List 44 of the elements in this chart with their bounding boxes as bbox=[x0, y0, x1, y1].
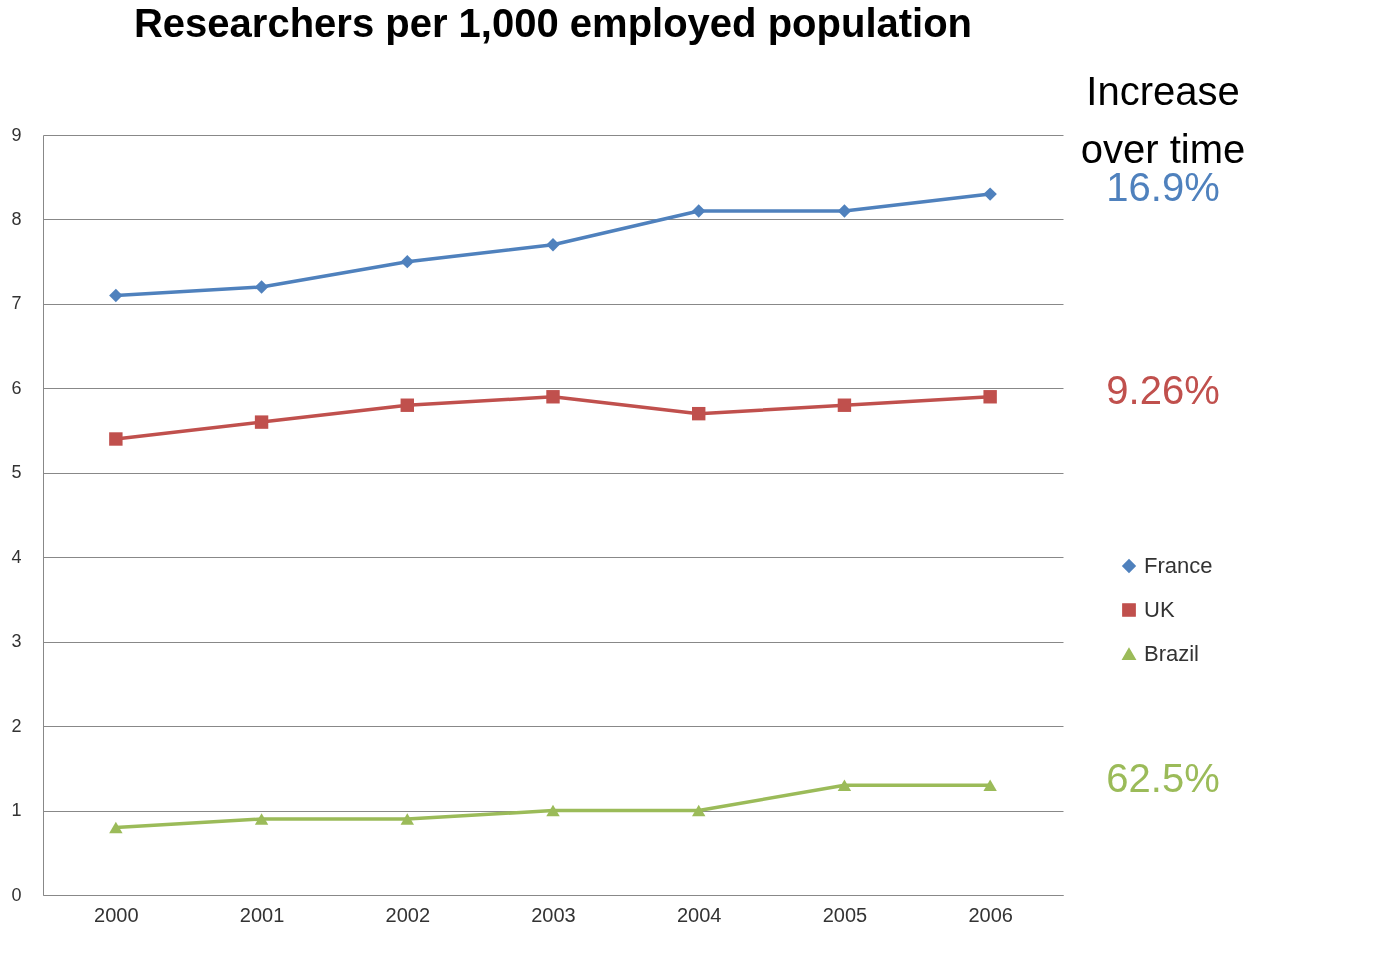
point bbox=[837, 779, 852, 792]
point bbox=[983, 390, 997, 404]
text: 9.26% bbox=[1106, 367, 1220, 412]
point bbox=[400, 398, 414, 412]
y-tick-label: 0 bbox=[11, 884, 22, 905]
y-tick-label: 6 bbox=[11, 377, 22, 398]
point bbox=[109, 432, 123, 446]
point bbox=[109, 288, 123, 303]
point bbox=[546, 804, 560, 817]
y-tick-label: 3 bbox=[11, 631, 22, 652]
point bbox=[837, 398, 852, 412]
point bbox=[254, 415, 269, 429]
point bbox=[109, 821, 123, 834]
y-tick-label: 4 bbox=[11, 546, 22, 567]
y-tick-label: 8 bbox=[11, 208, 22, 229]
point bbox=[983, 187, 997, 201]
x-tick-label: 2000 bbox=[94, 903, 139, 926]
y-tick-label: 2 bbox=[11, 715, 22, 736]
point bbox=[983, 779, 997, 792]
x-tick-label: 2002 bbox=[385, 903, 431, 926]
x-tick-label: 2003 bbox=[531, 903, 576, 926]
legend-label: France bbox=[1144, 553, 1213, 578]
point bbox=[546, 238, 560, 252]
point bbox=[692, 804, 706, 817]
point bbox=[837, 204, 852, 218]
x-tick-label: 2005 bbox=[822, 903, 868, 926]
text: 62.5% bbox=[1106, 756, 1220, 801]
point bbox=[400, 254, 414, 269]
legend-label: Brazil bbox=[1144, 641, 1200, 666]
x-tick-label: 2004 bbox=[676, 903, 722, 926]
point bbox=[254, 280, 269, 294]
point bbox=[254, 813, 269, 825]
y-tick-label: 5 bbox=[11, 462, 22, 483]
point bbox=[546, 390, 560, 404]
y-tick-label: 9 bbox=[11, 124, 22, 145]
y-tick-label: 7 bbox=[11, 293, 22, 314]
chart-title: Researchers per 1,000 employed population bbox=[133, 1, 973, 45]
point bbox=[692, 406, 706, 421]
point bbox=[692, 204, 706, 218]
x-tick-label: 2006 bbox=[968, 903, 1013, 926]
y-tick-label: 1 bbox=[11, 800, 22, 821]
point bbox=[400, 813, 414, 825]
x-tick-label: 2001 bbox=[239, 903, 285, 926]
legend-label: UK bbox=[1144, 597, 1175, 622]
